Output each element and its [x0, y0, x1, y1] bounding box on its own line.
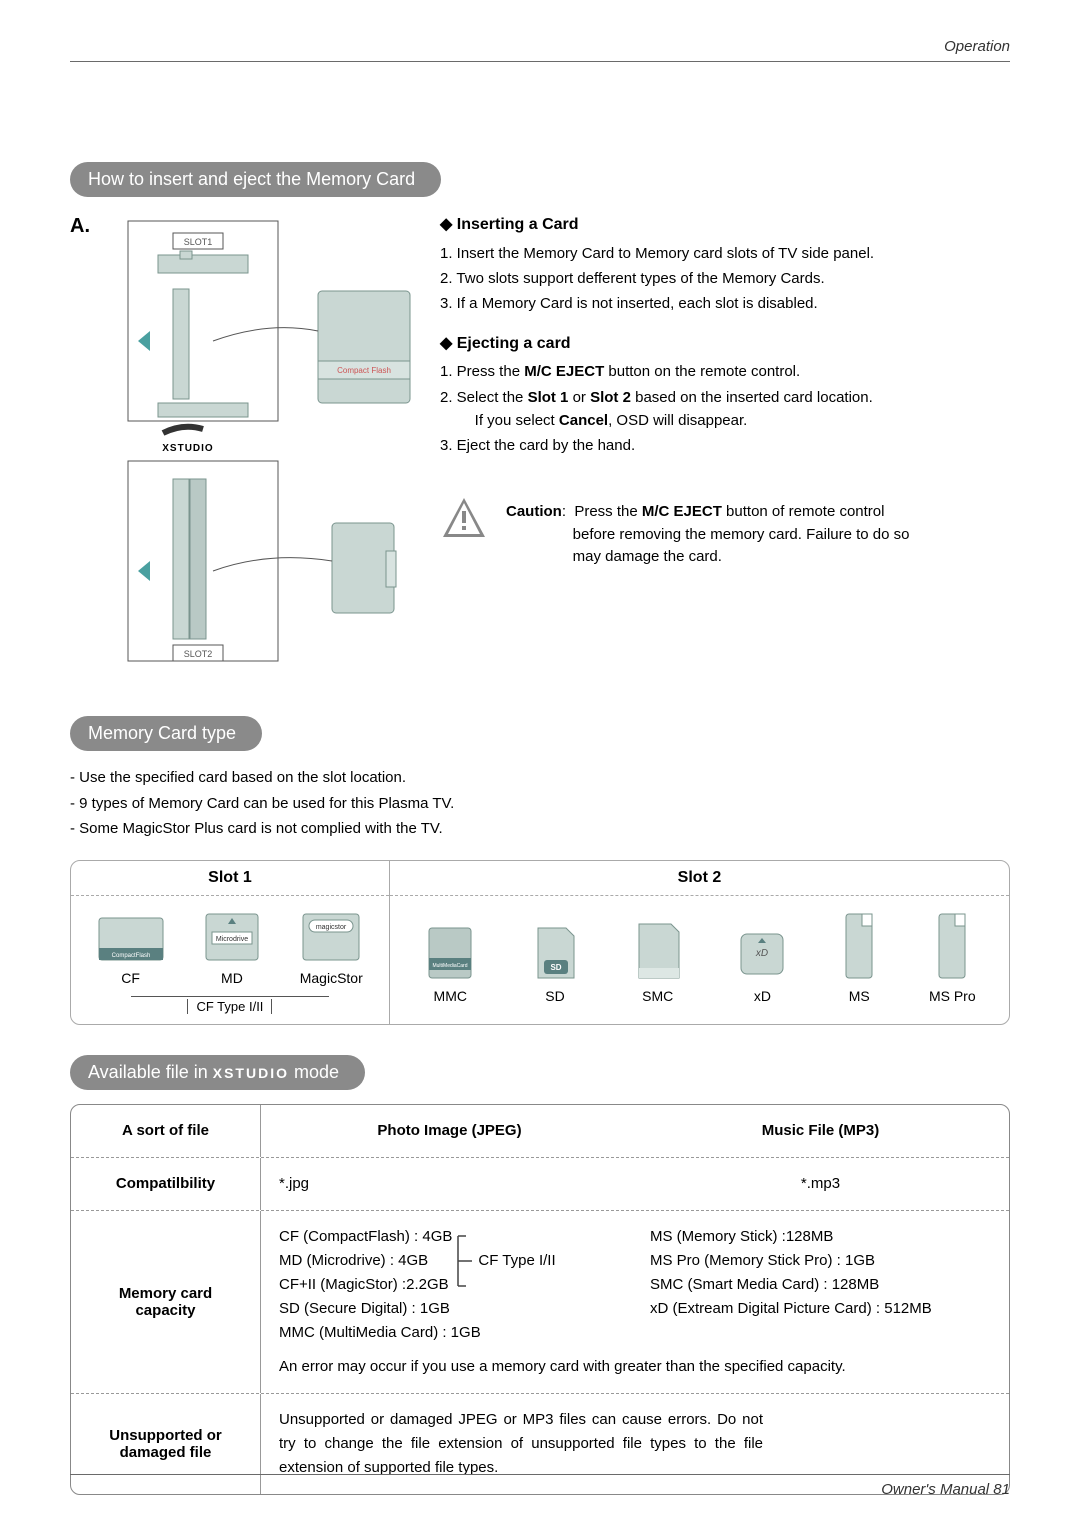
top-rule	[70, 61, 1010, 62]
svg-text:magicstor: magicstor	[316, 924, 347, 931]
note-line: - Use the specified card based on the sl…	[70, 765, 1010, 791]
section-available-file-title: Available file in XSTUDIO mode	[70, 1055, 365, 1090]
page-footer: Owner's Manual 81	[70, 1474, 1010, 1498]
td-compat-jpg: *.jpg	[279, 1172, 620, 1196]
card-md: Microdrive MD	[202, 910, 262, 986]
inserting-step: 3. If a Memory Card is not inserted, eac…	[440, 292, 1010, 315]
slot1-header: Slot 1	[71, 861, 389, 896]
th-music: Music File (MP3)	[620, 1119, 991, 1143]
capacity-left-col: CF (CompactFlash) : 4GB MD (Microdrive) …	[279, 1225, 620, 1345]
memory-slot-diagram: SLOT1 CF Type I/II XSTUDIO MS/MS-Pro/SD/…	[118, 211, 418, 686]
page-section-label: Operation	[70, 38, 1010, 55]
td-compat-label: Compatilbility	[81, 1175, 250, 1192]
warning-icon	[440, 495, 488, 543]
capacity-note: An error may occur if you use a memory c…	[279, 1355, 991, 1379]
memory-card-notes: - Use the specified card based on the sl…	[70, 765, 1010, 842]
inserting-step: 1. Insert the Memory Card to Memory card…	[440, 242, 1010, 265]
card-mspro: MS Pro	[929, 910, 976, 1004]
card-magicstor: magicstor MagicStor	[299, 910, 363, 986]
inserting-step: 2. Two slots support defferent types of …	[440, 267, 1010, 290]
ejecting-step: 1. Press the M/C EJECT button on the rem…	[440, 360, 1010, 383]
caution-block: Caution: Press the M/C EJECT button of r…	[440, 495, 1010, 569]
slot2-label: SLOT2	[184, 649, 213, 659]
th-photo: Photo Image (JPEG)	[279, 1119, 620, 1143]
td-capacity-label2: capacity	[81, 1302, 250, 1319]
insert-eject-row: A. SLOT1 CF Type I/II XSTUDIO MS/MS-Pro/…	[70, 211, 1010, 686]
note-line: - 9 types of Memory Card can be used for…	[70, 791, 1010, 817]
bracket-label: CF Type I/II	[478, 1249, 555, 1273]
inserting-heading: ◆ Inserting a Card	[440, 213, 1010, 238]
bottom-rule	[70, 1474, 1010, 1475]
footer-text: Owner's Manual 81	[70, 1481, 1010, 1498]
td-unsupported-label1: Unsupported or	[81, 1427, 250, 1444]
card-smc: SMC	[633, 918, 683, 1004]
caution-text: Caution: Press the M/C EJECT button of r…	[506, 495, 910, 569]
section-insert-eject-title: How to insert and eject the Memory Card	[70, 162, 441, 197]
slot1-subline: CF Type I/II	[187, 999, 272, 1014]
slot-card-table: Slot 1 CompactFlash CF Microdrive MD mag…	[70, 860, 1010, 1025]
slot1-label: SLOT1	[184, 237, 213, 247]
subsection-letter: A.	[70, 211, 96, 686]
file-compat-table: A sort of file Photo Image (JPEG) Music …	[70, 1104, 1010, 1495]
insert-eject-instructions: ◆ Inserting a Card 1. Insert the Memory …	[440, 211, 1010, 686]
card-xd: xD xD	[735, 926, 789, 1004]
svg-text:SD: SD	[550, 963, 561, 972]
ejecting-step: 3. Eject the card by the hand.	[440, 434, 1010, 457]
slot2-header: Slot 2	[390, 861, 1009, 896]
td-compat-mp3: *.mp3	[620, 1172, 991, 1196]
xstudio-logo: XSTUDIO	[162, 443, 213, 454]
svg-text:Microdrive: Microdrive	[216, 936, 248, 943]
svg-text:xD: xD	[755, 948, 768, 959]
section-memory-card-type-title: Memory Card type	[70, 716, 262, 751]
note-line: - Some MagicStor Plus card is not compli…	[70, 816, 1010, 842]
card-sd: SD SD	[530, 922, 580, 1004]
th-sort: A sort of file	[81, 1122, 250, 1139]
svg-text:MultiMediaCard: MultiMediaCard	[433, 963, 468, 969]
svg-text:CompactFlash: CompactFlash	[111, 953, 150, 959]
td-unsupported-label2: damaged file	[81, 1444, 250, 1461]
card-mmc: MultiMediaCard MMC	[423, 922, 477, 1004]
card-cf: CompactFlash CF	[97, 910, 165, 986]
xstudio-inline-logo: XSTUDIO	[213, 1065, 289, 1081]
td-capacity-label1: Memory card	[81, 1285, 250, 1302]
ejecting-step: 2. Select the Slot 1 or Slot 2 based on …	[440, 386, 1010, 433]
card-ms: MS	[842, 910, 876, 1004]
capacity-right-col: MS (Memory Stick) :128MB MS Pro (Memory …	[620, 1225, 991, 1345]
ejecting-heading: ◆ Ejecting a card	[440, 332, 1010, 357]
cf-card-label: Compact Flash	[337, 366, 391, 375]
